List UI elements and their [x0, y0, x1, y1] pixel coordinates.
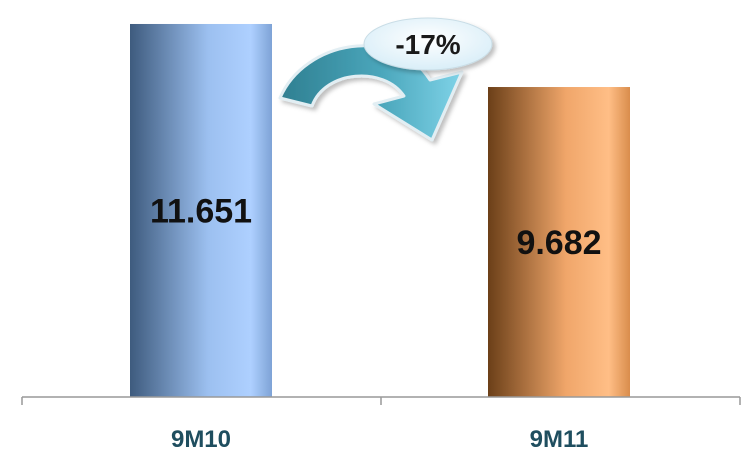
- bars: [130, 23, 630, 398]
- change-percentage-label: -17%: [395, 29, 460, 60]
- bar-9m10: [130, 23, 272, 398]
- category-label-9m11: 9M11: [530, 426, 589, 452]
- x-axis: [21, 396, 741, 405]
- data-label-9m10: 11.651: [150, 192, 252, 230]
- bar-9m11: [488, 87, 630, 397]
- data-label-9m11: 9.682: [516, 224, 601, 262]
- change-badge-shape: [363, 17, 493, 71]
- category-label-9m10: 9M10: [171, 426, 231, 452]
- change-badge: [363, 17, 493, 71]
